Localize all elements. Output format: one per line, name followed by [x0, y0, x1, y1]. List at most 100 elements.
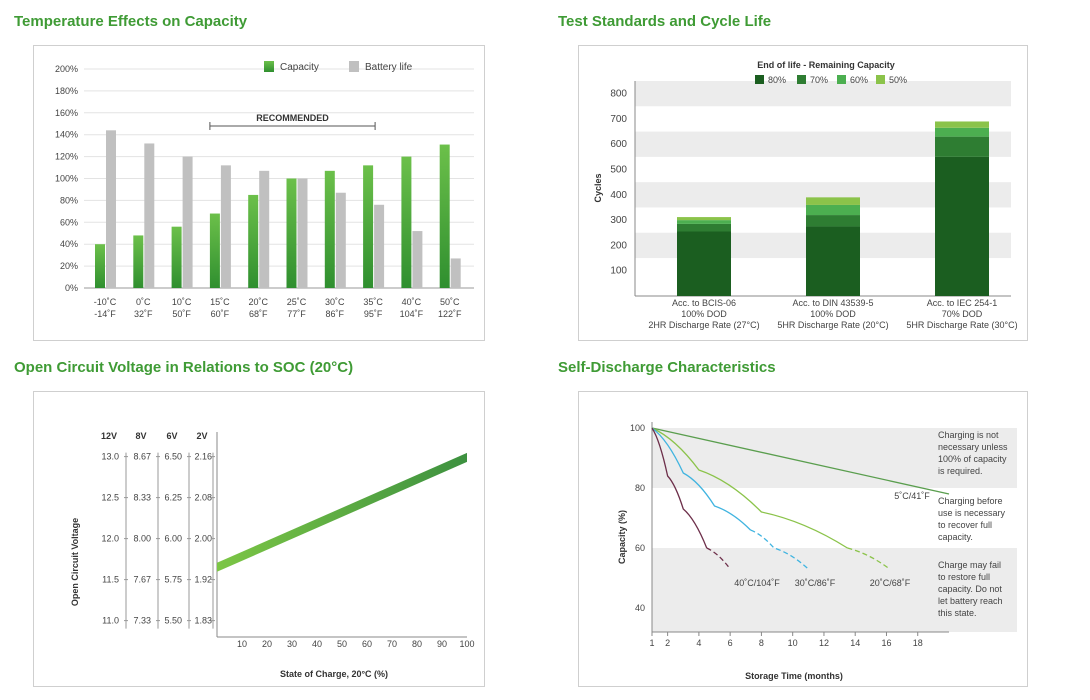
recommended-label: RECOMMENDED	[256, 113, 329, 123]
x-tick-label-fahrenheit: 86˚F	[326, 309, 345, 319]
battery-life-bar	[259, 170, 270, 288]
zone-note: Charging before	[938, 496, 1003, 506]
series-label: 20˚C/68˚F	[870, 578, 911, 588]
temperature-chart-panel: 0% 20% 40% 60% 80% 100% 120% 140% 160% 180% 200% -1…	[33, 45, 485, 341]
zone-note: capacity. Do not	[938, 584, 1002, 594]
y-tick-label: 500	[610, 165, 627, 176]
x-tick-label-fahrenheit: 77˚F	[287, 309, 306, 319]
x-tick-label: 10	[237, 639, 247, 649]
scale-tick-label: 2.08	[194, 493, 212, 503]
series-label: 5˚C/41˚F	[894, 491, 930, 501]
zone-note: to recover full	[938, 520, 992, 530]
x-tick-label-fahrenheit: -14˚F	[94, 309, 116, 319]
cycle-chart-panel: 100 200 300 400 500 600 700 800 Cycles Acc. to BC…	[578, 45, 1028, 341]
bar-segment-50pct	[677, 217, 731, 221]
grid-band	[635, 81, 1011, 107]
legend-battery-label: Battery life	[365, 62, 413, 73]
bar-segment-50pct	[806, 197, 860, 205]
scale-tick-label: 7.33	[133, 616, 151, 626]
scale-tick-label: 6.50	[164, 452, 182, 462]
bar-segment-60pct	[806, 204, 860, 216]
legend-capacity-label: Capacity	[280, 62, 319, 73]
legend-label: 50%	[889, 75, 907, 85]
zone-note: let battery reach	[938, 596, 1003, 606]
x-tick-label-celsius: 50˚C	[440, 297, 460, 307]
cycle-life-chart: 100 200 300 400 500 600 700 800 Cycles Acc. to BC…	[593, 60, 1018, 330]
zone-note: to restore full	[938, 572, 990, 582]
legend-label: 70%	[810, 75, 828, 85]
scale-tick-label: 5.75	[164, 575, 182, 585]
series-label: 30˚C/86˚F	[795, 578, 836, 588]
battery-life-bar	[106, 130, 116, 288]
x-tick-label-celsius: 30˚C	[325, 297, 345, 307]
x-tick-label-celsius: 25˚C	[287, 297, 307, 307]
scale-header: 8V	[135, 431, 146, 441]
scale-tick-label: 8.00	[133, 534, 151, 544]
legend-battery-swatch	[349, 61, 359, 72]
x-category-label: 70% DOD	[942, 309, 983, 319]
y-tick-label: 200	[610, 240, 627, 251]
y-tick-label: 20%	[60, 261, 78, 271]
ocv-band	[217, 452, 467, 572]
capacity-bar	[248, 194, 259, 288]
scale-tick-label: 11.5	[102, 575, 119, 585]
battery-life-bar	[374, 204, 385, 288]
x-tick-label-celsius: 0˚C	[136, 297, 151, 307]
scale-header: 6V	[166, 431, 177, 441]
zone-note: capacity.	[938, 532, 973, 542]
x-tick-label-celsius: 35˚C	[363, 297, 383, 307]
band-top	[652, 428, 1017, 488]
x-tick-label-fahrenheit: 68˚F	[249, 309, 268, 319]
y-tick-label: 160%	[55, 108, 78, 118]
x-category-label: Acc. to IEC 254-1	[927, 298, 998, 308]
x-tick-label-fahrenheit: 95˚F	[364, 309, 383, 319]
x-tick-label-celsius: 40˚C	[402, 297, 422, 307]
scale-tick-label: 13.0	[101, 452, 119, 462]
battery-life-bar	[335, 192, 346, 288]
bar-segment-70pct	[935, 136, 989, 157]
x-tick-label: 6	[728, 638, 733, 648]
battery-life-bar	[412, 231, 423, 288]
y-axis-label: Open Circuit Voltage	[70, 518, 80, 606]
series-line	[651, 427, 950, 495]
x-tick-label-fahrenheit: 32˚F	[134, 309, 153, 319]
x-tick-label: 10	[788, 638, 798, 648]
zone-note: use is necessary	[938, 508, 1006, 518]
y-tick-label: 800	[610, 89, 627, 100]
series-line-projected	[847, 547, 890, 570]
battery-life-bar	[144, 143, 155, 288]
x-tick-label: 4	[696, 638, 701, 648]
y-tick-label: 140%	[55, 130, 78, 140]
series-line	[651, 427, 751, 531]
legend-swatch	[797, 75, 806, 84]
capacity-bar	[209, 213, 220, 288]
y-tick-label: 40%	[60, 239, 78, 249]
series-line-projected	[706, 547, 731, 570]
y-axis-label: Capacity (%)	[617, 510, 627, 564]
temperature-chart-title: Temperature Effects on Capacity	[14, 13, 248, 30]
y-tick-label: 0%	[65, 283, 78, 293]
legend-swatch	[837, 75, 846, 84]
x-tick-label: 40	[312, 639, 322, 649]
x-category-label: Acc. to BCIS-06	[672, 298, 736, 308]
scale-tick-label: 2.16	[194, 452, 212, 462]
y-tick-label: 40	[635, 603, 645, 613]
x-tick-label: 20	[262, 639, 272, 649]
ocv-chart-panel: 12V 13.0 12.5 12.0 11.5 11.0 8V 8.67 8.33 8.00 7.6…	[33, 391, 485, 687]
series-line-projected	[750, 529, 809, 570]
battery-life-bar	[220, 165, 231, 288]
temperature-chart: 0% 20% 40% 60% 80% 100% 120% 140% 160% 180% 200% -1…	[55, 61, 474, 319]
scale-tick-label: 2.00	[194, 534, 212, 544]
capacity-bar	[95, 244, 105, 288]
capacity-bar	[439, 144, 450, 288]
x-category-label: 100% DOD	[810, 309, 856, 319]
x-tick-label: 18	[913, 638, 923, 648]
zone-note: this state.	[938, 608, 977, 618]
scale-tick-label: 6.00	[164, 534, 182, 544]
x-tick-label-fahrenheit: 50˚F	[172, 309, 191, 319]
legend-capacity-swatch	[264, 61, 274, 72]
x-tick-label-fahrenheit: 122˚F	[438, 309, 462, 319]
scale-tick-label: 5.50	[164, 616, 182, 626]
zone-note: 100% of capacity	[938, 454, 1007, 464]
self-discharge-chart-panel: 100 80 60 40 1 2 4 6 8 10 12 14 16 18 Storage Time (mo…	[578, 391, 1028, 687]
